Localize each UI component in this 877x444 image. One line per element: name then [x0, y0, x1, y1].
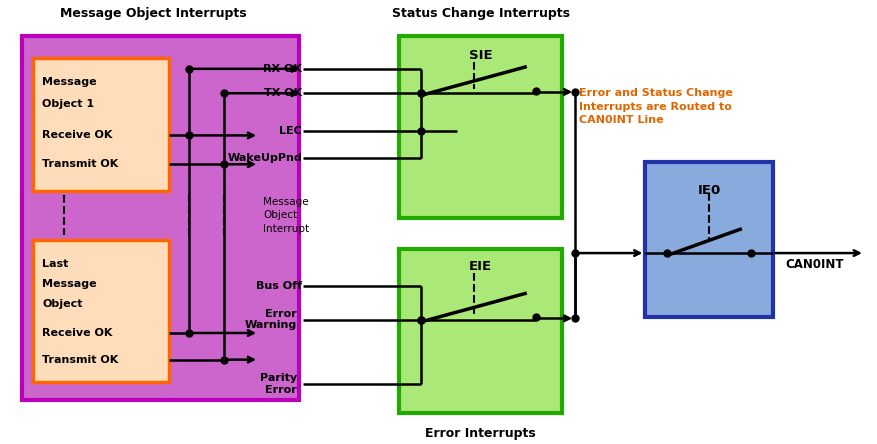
Text: IE0: IE0 [696, 184, 720, 198]
FancyBboxPatch shape [645, 162, 772, 317]
Text: Transmit OK: Transmit OK [42, 355, 118, 365]
FancyBboxPatch shape [33, 240, 169, 382]
Text: Status Change Interrupts: Status Change Interrupts [392, 7, 569, 20]
Text: EIE: EIE [468, 260, 492, 273]
Text: CAN0INT: CAN0INT [785, 258, 844, 271]
Text: Receive OK: Receive OK [42, 328, 112, 338]
Text: Error and Status Change
Interrupts are Routed to
CAN0INT Line: Error and Status Change Interrupts are R… [579, 88, 732, 125]
Text: Error
Warning: Error Warning [244, 309, 296, 330]
Text: RX OK: RX OK [263, 64, 302, 74]
Text: Error Interrupts: Error Interrupts [424, 427, 536, 440]
Text: Message: Message [42, 77, 96, 87]
Text: Transmit OK: Transmit OK [42, 159, 118, 169]
Text: Bus Off: Bus Off [255, 281, 302, 291]
Text: Object 1: Object 1 [42, 99, 94, 109]
Text: Parity
Error: Parity Error [260, 373, 296, 395]
Text: Message
Object
Interrupt: Message Object Interrupt [263, 197, 310, 234]
Text: WakeUpPnd: WakeUpPnd [227, 153, 302, 163]
Text: Last: Last [42, 259, 68, 269]
Text: Receive OK: Receive OK [42, 131, 112, 140]
Text: Message: Message [42, 279, 96, 289]
FancyBboxPatch shape [22, 36, 298, 400]
FancyBboxPatch shape [399, 249, 561, 413]
FancyBboxPatch shape [33, 58, 169, 191]
Text: TX OK: TX OK [264, 88, 302, 98]
FancyBboxPatch shape [399, 36, 561, 218]
Text: LEC: LEC [279, 126, 302, 136]
Text: Object: Object [42, 299, 82, 309]
Text: Message Object Interrupts: Message Object Interrupts [61, 7, 246, 20]
Text: SIE: SIE [468, 49, 492, 62]
